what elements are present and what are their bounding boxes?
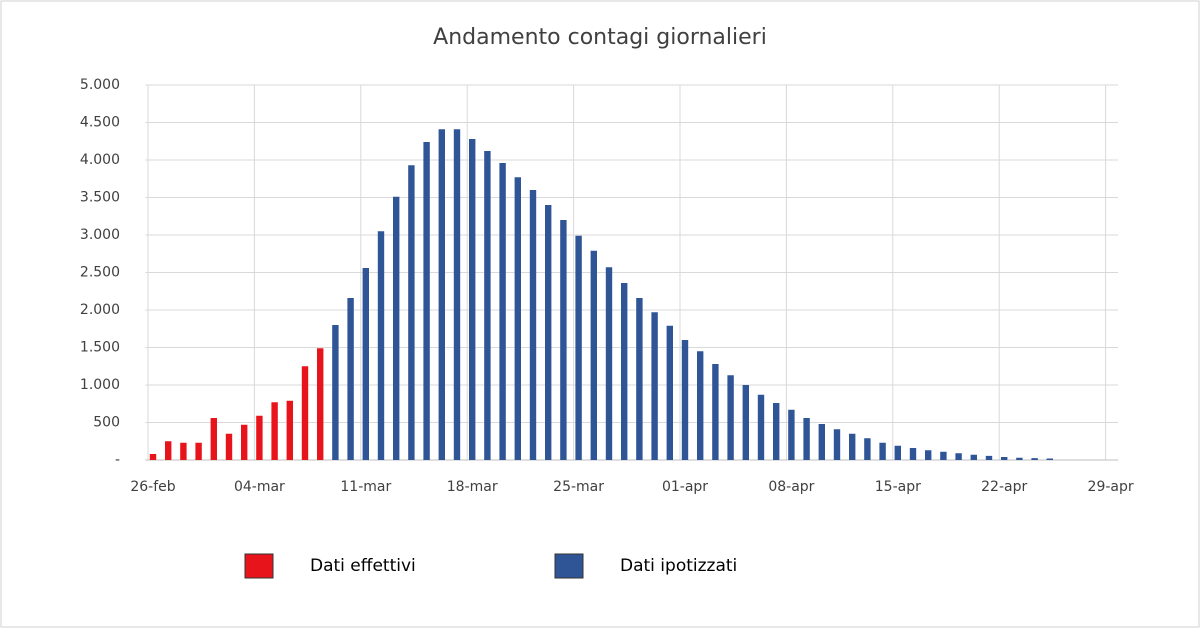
bar	[864, 438, 871, 460]
bar	[894, 445, 901, 460]
legend-swatch	[244, 553, 274, 579]
bar	[362, 268, 369, 460]
bar	[1046, 458, 1053, 460]
bar	[256, 415, 263, 460]
bar	[377, 231, 385, 460]
bar	[210, 418, 217, 460]
bar	[499, 163, 506, 460]
bar	[469, 139, 476, 460]
bar	[423, 142, 430, 460]
bar	[909, 448, 917, 460]
bar	[727, 375, 734, 460]
x-tick-label: 11-mar	[340, 479, 391, 495]
x-tick-label: 18-mar	[447, 479, 498, 495]
legend-label: Dati ipotizzati	[620, 556, 737, 576]
bar	[165, 441, 172, 460]
bar	[545, 205, 552, 460]
legend-swatch	[554, 553, 584, 579]
y-tick-label: -	[115, 452, 120, 468]
bar	[149, 454, 157, 460]
bar	[985, 455, 993, 460]
bar	[347, 298, 354, 460]
bar	[301, 366, 309, 460]
bar	[742, 385, 749, 460]
bar	[636, 298, 643, 460]
y-tick-label: 2.500	[80, 265, 120, 281]
bar	[560, 220, 567, 460]
bar	[575, 235, 582, 460]
bar	[438, 129, 445, 460]
legend-label: Dati effettivi	[310, 556, 416, 576]
y-tick-label: 5.000	[80, 77, 120, 93]
bar	[317, 348, 324, 460]
x-tick-label: 29-apr	[1088, 479, 1134, 495]
bar	[803, 418, 810, 460]
bar	[393, 196, 400, 460]
bar	[408, 165, 415, 460]
x-tick-label: 25-mar	[553, 479, 604, 495]
bar	[773, 403, 780, 460]
y-tick-label: 2.000	[80, 302, 120, 318]
bar	[1001, 457, 1008, 460]
bar	[621, 283, 628, 460]
bar	[225, 433, 233, 460]
bar	[955, 453, 962, 460]
bar	[241, 424, 248, 460]
bar	[879, 442, 886, 460]
bar	[286, 400, 293, 460]
x-tick-label: 26-feb	[130, 479, 175, 495]
bar	[514, 177, 521, 460]
bar	[849, 433, 856, 460]
y-tick-label: 500	[93, 415, 120, 431]
bar	[453, 129, 461, 460]
bar	[818, 424, 825, 460]
bar	[484, 151, 491, 460]
bar	[712, 364, 719, 460]
x-tick-label: 01-apr	[662, 479, 708, 495]
bar	[757, 394, 765, 460]
bar	[788, 409, 795, 460]
chart-title: Andamento contagi giornalieri	[433, 25, 767, 50]
bar	[940, 451, 947, 460]
y-tick-label: 1.000	[80, 377, 120, 393]
x-tick-label: 15-apr	[875, 479, 921, 495]
x-tick-label: 08-apr	[768, 479, 814, 495]
bar	[666, 325, 673, 460]
bar	[833, 429, 841, 460]
bar	[605, 267, 613, 460]
x-tick-label: 04-mar	[234, 479, 285, 495]
bar	[697, 351, 704, 460]
y-tick-label: 4.500	[80, 115, 120, 131]
bar	[651, 312, 658, 460]
bar	[1016, 457, 1023, 460]
y-tick-label: 3.000	[80, 227, 120, 243]
bar	[180, 442, 187, 460]
y-tick-label: 4.000	[80, 152, 120, 168]
bar	[195, 442, 202, 460]
bar	[332, 325, 339, 460]
bar	[529, 190, 537, 460]
bar	[590, 250, 597, 460]
bar	[681, 340, 689, 460]
bar	[970, 454, 977, 460]
y-tick-label: 1.500	[80, 340, 120, 356]
x-tick-label: 22-apr	[981, 479, 1027, 495]
bar	[271, 402, 278, 460]
bar	[925, 450, 932, 460]
bar	[1031, 458, 1038, 460]
y-tick-label: 3.500	[80, 190, 120, 206]
